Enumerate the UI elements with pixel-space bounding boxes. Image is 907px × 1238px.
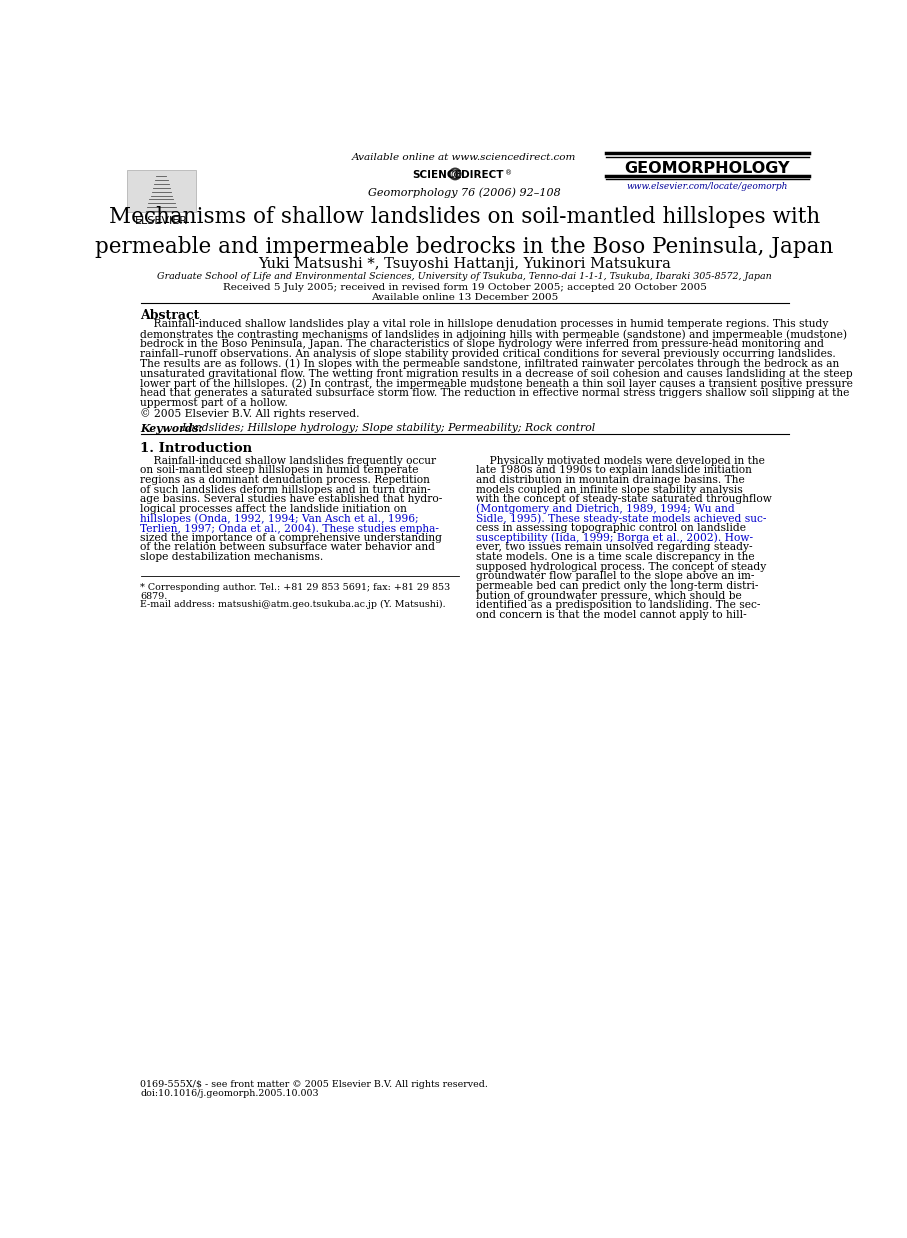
Text: rainfall–runoff observations. An analysis of slope stability provided critical c: rainfall–runoff observations. An analysi… xyxy=(141,349,836,359)
Text: Available online 13 December 2005: Available online 13 December 2005 xyxy=(371,292,558,302)
Text: SCIENCE: SCIENCE xyxy=(412,170,462,180)
Text: with the concept of steady-state saturated throughflow: with the concept of steady-state saturat… xyxy=(476,494,772,504)
Text: DIRECT: DIRECT xyxy=(462,170,504,180)
Text: bedrock in the Boso Peninsula, Japan. The characteristics of slope hydrology wer: bedrock in the Boso Peninsula, Japan. Th… xyxy=(141,339,824,349)
Text: ELSEVIER: ELSEVIER xyxy=(135,215,188,225)
Text: Yuki Matsushi *, Tsuyoshi Hattanji, Yukinori Matsukura: Yuki Matsushi *, Tsuyoshi Hattanji, Yuki… xyxy=(258,258,671,271)
Text: Geomorphology 76 (2006) 92–108: Geomorphology 76 (2006) 92–108 xyxy=(368,187,561,198)
Text: groundwater flow parallel to the slope above an im-: groundwater flow parallel to the slope a… xyxy=(476,571,755,582)
Text: slope destabilization mechanisms.: slope destabilization mechanisms. xyxy=(141,552,324,562)
Text: lower part of the hillslopes. (2) In contrast, the impermeable mudstone beneath : lower part of the hillslopes. (2) In con… xyxy=(141,379,853,389)
Text: E-mail address: matsushi@atm.geo.tsukuba.ac.jp (Y. Matsushi).: E-mail address: matsushi@atm.geo.tsukuba… xyxy=(141,600,446,609)
Text: hillslopes (Onda, 1992, 1994; Van Asch et al., 1996;: hillslopes (Onda, 1992, 1994; Van Asch e… xyxy=(141,514,419,524)
Text: susceptibility (Iida, 1999; Borga et al., 2002). How-: susceptibility (Iida, 1999; Borga et al.… xyxy=(476,532,753,543)
Text: Keywords:: Keywords: xyxy=(141,423,203,435)
Text: permeable bed can predict only the long-term distri-: permeable bed can predict only the long-… xyxy=(476,581,758,591)
Text: @: @ xyxy=(450,168,460,180)
Text: regions as a dominant denudation process. Repetition: regions as a dominant denudation process… xyxy=(141,475,431,485)
Text: The results are as follows. (1) In slopes with the permeable sandstone, infiltra: The results are as follows. (1) In slope… xyxy=(141,359,840,369)
Text: Terlien, 1997; Onda et al., 2004). These studies empha-: Terlien, 1997; Onda et al., 2004). These… xyxy=(141,524,440,534)
Text: doi:10.1016/j.geomorph.2005.10.003: doi:10.1016/j.geomorph.2005.10.003 xyxy=(141,1088,319,1098)
Text: late 1980s and 1990s to explain landslide initiation: late 1980s and 1990s to explain landslid… xyxy=(476,465,752,475)
Text: of such landslides deform hillslopes and in turn drain-: of such landslides deform hillslopes and… xyxy=(141,484,431,495)
Bar xyxy=(127,170,196,213)
Text: sized the importance of a comprehensive understanding: sized the importance of a comprehensive … xyxy=(141,532,443,542)
Text: and distribution in mountain drainage basins. The: and distribution in mountain drainage ba… xyxy=(476,475,745,485)
Text: bution of groundwater pressure, which should be: bution of groundwater pressure, which sh… xyxy=(476,591,742,600)
Text: ®: ® xyxy=(505,170,512,176)
Text: identified as a predisposition to landsliding. The sec-: identified as a predisposition to landsl… xyxy=(476,600,761,610)
Text: on soil-mantled steep hillslopes in humid temperate: on soil-mantled steep hillslopes in humi… xyxy=(141,465,419,475)
Text: age basins. Several studies have established that hydro-: age basins. Several studies have establi… xyxy=(141,494,443,504)
Text: Available online at www.sciencedirect.com: Available online at www.sciencedirect.co… xyxy=(352,154,577,162)
Text: Rainfall-induced shallow landslides frequently occur: Rainfall-induced shallow landslides freq… xyxy=(141,456,436,465)
Text: logical processes affect the landslide initiation on: logical processes affect the landslide i… xyxy=(141,504,407,514)
Text: © 2005 Elsevier B.V. All rights reserved.: © 2005 Elsevier B.V. All rights reserved… xyxy=(141,409,360,418)
Text: of the relation between subsurface water behavior and: of the relation between subsurface water… xyxy=(141,542,435,552)
Text: supposed hydrological process. The concept of steady: supposed hydrological process. The conce… xyxy=(476,562,766,572)
Text: unsaturated gravitational flow. The wetting front migration results in a decreas: unsaturated gravitational flow. The wett… xyxy=(141,369,853,379)
Text: ond concern is that the model cannot apply to hill-: ond concern is that the model cannot app… xyxy=(476,610,746,620)
Text: uppermost part of a hollow.: uppermost part of a hollow. xyxy=(141,399,288,409)
Text: 6879.: 6879. xyxy=(141,592,168,600)
Text: Rainfall-induced shallow landslides play a vital role in hillslope denudation pr: Rainfall-induced shallow landslides play… xyxy=(141,319,829,329)
Text: GEOMORPHOLOGY: GEOMORPHOLOGY xyxy=(624,161,790,176)
Text: * Corresponding author. Tel.: +81 29 853 5691; fax: +81 29 853: * Corresponding author. Tel.: +81 29 853… xyxy=(141,583,451,592)
Text: 1. Introduction: 1. Introduction xyxy=(141,442,253,454)
Text: ever, two issues remain unsolved regarding steady-: ever, two issues remain unsolved regardi… xyxy=(476,542,753,552)
Text: (Montgomery and Dietrich, 1989, 1994; Wu and: (Montgomery and Dietrich, 1989, 1994; Wu… xyxy=(476,504,735,515)
Text: state models. One is a time scale discrepancy in the: state models. One is a time scale discre… xyxy=(476,552,755,562)
Text: Received 5 July 2005; received in revised form 19 October 2005; accepted 20 Octo: Received 5 July 2005; received in revise… xyxy=(222,284,707,292)
Text: models coupled an infinite slope stability analysis: models coupled an infinite slope stabili… xyxy=(476,484,743,495)
Text: Mechanisms of shallow landslides on soil-mantled hillslopes with
permeable and i: Mechanisms of shallow landslides on soil… xyxy=(95,207,834,258)
Text: Abstract: Abstract xyxy=(141,308,200,322)
Text: www.elsevier.com/locate/geomorph: www.elsevier.com/locate/geomorph xyxy=(627,182,787,192)
Text: cess in assessing topographic control on landslide: cess in assessing topographic control on… xyxy=(476,524,746,534)
Text: demonstrates the contrasting mechanisms of landslides in adjoining hills with pe: demonstrates the contrasting mechanisms … xyxy=(141,329,848,340)
Text: 0169-555X/$ - see front matter © 2005 Elsevier B.V. All rights reserved.: 0169-555X/$ - see front matter © 2005 El… xyxy=(141,1081,488,1089)
Text: head that generates a saturated subsurface storm flow. The reduction in effectiv: head that generates a saturated subsurfa… xyxy=(141,389,850,399)
Text: Landslides; Hillslope hydrology; Slope stability; Permeability; Rock control: Landslides; Hillslope hydrology; Slope s… xyxy=(180,423,595,433)
Text: Sidle, 1995). These steady-state models achieved suc-: Sidle, 1995). These steady-state models … xyxy=(476,514,766,524)
Text: Physically motivated models were developed in the: Physically motivated models were develop… xyxy=(476,456,765,465)
Text: Graduate School of Life and Environmental Sciences, University of Tsukuba, Tenno: Graduate School of Life and Environmenta… xyxy=(157,272,772,281)
